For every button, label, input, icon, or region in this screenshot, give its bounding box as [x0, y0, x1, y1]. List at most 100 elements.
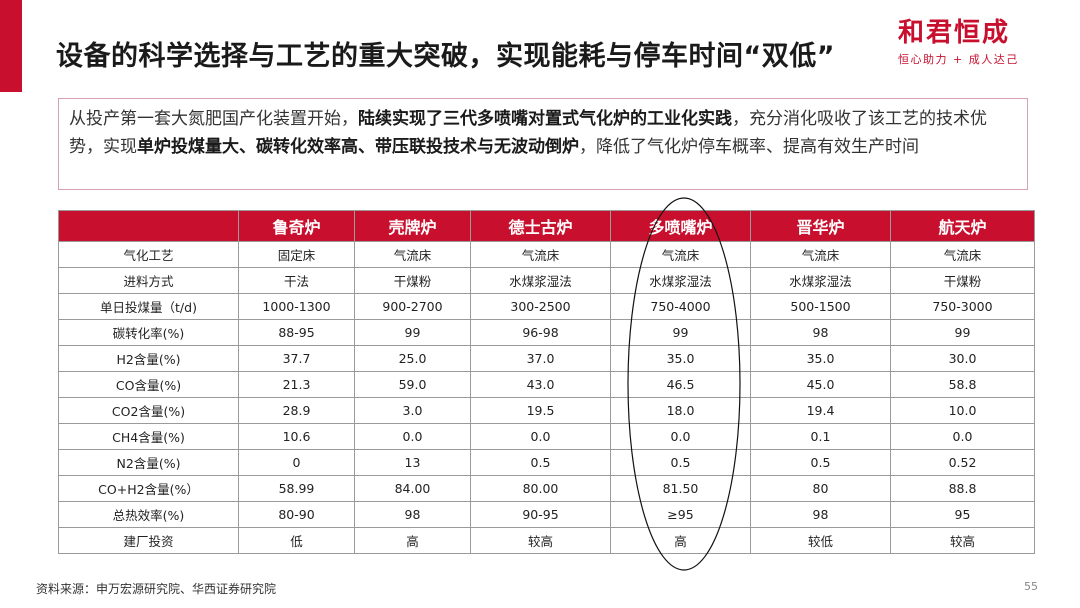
table-cell: 低 — [238, 527, 355, 554]
table-cell: 98 — [750, 501, 891, 528]
table-cell: 较低 — [750, 527, 891, 554]
row-label-cell: 气化工艺 — [58, 241, 239, 268]
table-cell: 900-2700 — [354, 293, 471, 320]
table-cell: 气流床 — [890, 241, 1035, 268]
table-cell: 99 — [610, 319, 751, 346]
table-cell: 0.0 — [610, 423, 751, 450]
table-cell: 98 — [354, 501, 471, 528]
table-cell: 19.4 — [750, 397, 891, 424]
page-number: 55 — [1024, 580, 1038, 593]
table-cell: 300-2500 — [470, 293, 611, 320]
brand-logo: 和君恒成 恒心助力 + 成人达己 — [898, 18, 1068, 72]
summary-text-3: ，降低了气化炉停车概率、提高有效生产时间 — [579, 137, 919, 157]
table-cell: 较高 — [470, 527, 611, 554]
table-cell: 0.5 — [610, 449, 751, 476]
table-cell: 90-95 — [470, 501, 611, 528]
table-cell: 35.0 — [750, 345, 891, 372]
row-label-cell: CO+H2含量(%） — [58, 475, 239, 502]
table-cell: 水煤浆湿法 — [610, 267, 751, 294]
table-cell: 较高 — [890, 527, 1035, 554]
table-cell: 500-1500 — [750, 293, 891, 320]
table-cell: 气流床 — [470, 241, 611, 268]
table-cell: 19.5 — [470, 397, 611, 424]
accent-bar — [0, 0, 22, 92]
table-cell: 水煤浆湿法 — [750, 267, 891, 294]
table-cell: 0.1 — [750, 423, 891, 450]
summary-highlight-1: 陆续实现了三代多喷嘴对置式气化炉的工业化实践 — [358, 109, 732, 129]
table-cell: 0.5 — [750, 449, 891, 476]
table-row: CO含量(%) 21.3 59.0 43.0 46.5 45.0 58.8 — [58, 371, 1035, 398]
table-cell: 99 — [354, 319, 471, 346]
table-cell: 干法 — [238, 267, 355, 294]
logo-tagline: 恒心助力 + 成人达己 — [898, 53, 1019, 66]
table-cell: 58.8 — [890, 371, 1035, 398]
table-header-cell: 航天炉 — [890, 210, 1035, 242]
summary-highlight-2: 单炉投煤量大、碳转化效率高、带压联投技术与无波动倒炉 — [137, 137, 579, 157]
table-cell: 37.7 — [238, 345, 355, 372]
table-row: 进料方式 干法 干煤粉 水煤浆湿法 水煤浆湿法 水煤浆湿法 干煤粉 — [58, 267, 1035, 294]
table-cell: 750-4000 — [610, 293, 751, 320]
table-cell: 95 — [890, 501, 1035, 528]
table-cell: ≥95 — [610, 501, 751, 528]
row-label-cell: N2含量(%) — [58, 449, 239, 476]
summary-box: 从投产第一套大氮肥国产化装置开始，陆续实现了三代多喷嘴对置式气化炉的工业化实践，… — [58, 98, 1028, 190]
table-header-cell — [58, 210, 239, 242]
table-cell: 37.0 — [470, 345, 611, 372]
table-row: 气化工艺 固定床 气流床 气流床 气流床 气流床 气流床 — [58, 241, 1035, 268]
table-cell: 0.0 — [470, 423, 611, 450]
row-label-cell: 建厂投资 — [58, 527, 239, 554]
table-cell: 高 — [354, 527, 471, 554]
table-cell: 固定床 — [238, 241, 355, 268]
table-cell: 99 — [890, 319, 1035, 346]
row-label-cell: CO含量(%) — [58, 371, 239, 398]
table-cell: 30.0 — [890, 345, 1035, 372]
table-cell: 25.0 — [354, 345, 471, 372]
source-note: 资料来源：申万宏源研究院、华西证券研究院 — [36, 582, 277, 596]
table-cell: 气流床 — [354, 241, 471, 268]
table-cell: 35.0 — [610, 345, 751, 372]
table-header-cell: 德士古炉 — [470, 210, 611, 242]
row-label-cell: 碳转化率(%) — [58, 319, 239, 346]
table-cell: 气流床 — [610, 241, 751, 268]
table-cell: 10.6 — [238, 423, 355, 450]
page-title: 设备的科学选择与工艺的重大突破，实现能耗与停车时间“双低” — [56, 41, 835, 72]
table-cell: 0.0 — [890, 423, 1035, 450]
table-row: CO+H2含量(%） 58.99 84.00 80.00 81.50 80 88.8 — [58, 475, 1035, 502]
table-cell: 10.0 — [890, 397, 1035, 424]
row-label-cell: 总热效率(%) — [58, 501, 239, 528]
logo-wordmark: 和君恒成 — [898, 18, 1011, 48]
table-cell: 750-3000 — [890, 293, 1035, 320]
table-cell: 0 — [238, 449, 355, 476]
table-cell: 干煤粉 — [890, 267, 1035, 294]
table-row: CH4含量(%) 10.6 0.0 0.0 0.0 0.1 0.0 — [58, 423, 1035, 450]
row-label-cell: H2含量(%) — [58, 345, 239, 372]
table-cell: 0.5 — [470, 449, 611, 476]
table-cell: 98 — [750, 319, 891, 346]
table-header-cell: 鲁奇炉 — [238, 210, 355, 242]
row-label-cell: CO2含量(%) — [58, 397, 239, 424]
summary-text-1: 从投产第一套大氮肥国产化装置开始， — [69, 109, 358, 129]
table-row: 总热效率(%) 80-90 98 90-95 ≥95 98 95 — [58, 501, 1035, 528]
table-cell: 96-98 — [470, 319, 611, 346]
table-cell: 13 — [354, 449, 471, 476]
table-cell: 45.0 — [750, 371, 891, 398]
table-cell: 80 — [750, 475, 891, 502]
table-cell: 88-95 — [238, 319, 355, 346]
table-cell: 88.8 — [890, 475, 1035, 502]
table-cell: 81.50 — [610, 475, 751, 502]
table-cell: 43.0 — [470, 371, 611, 398]
table-cell: 高 — [610, 527, 751, 554]
table-cell: 水煤浆湿法 — [470, 267, 611, 294]
table-cell: 0.52 — [890, 449, 1035, 476]
row-label-cell: 单日投煤量（t/d) — [58, 293, 239, 320]
table-cell: 80.00 — [470, 475, 611, 502]
table-row: N2含量(%) 0 13 0.5 0.5 0.5 0.52 — [58, 449, 1035, 476]
table-row: CO2含量(%) 28.9 3.0 19.5 18.0 19.4 10.0 — [58, 397, 1035, 424]
summary-text-2: ，充分消化吸收了该工艺的技术优势，实现 — [69, 109, 987, 157]
table-cell: 3.0 — [354, 397, 471, 424]
table-header-cell: 晋华炉 — [750, 210, 891, 242]
table-row: H2含量(%) 37.7 25.0 37.0 35.0 35.0 30.0 — [58, 345, 1035, 372]
table-cell: 21.3 — [238, 371, 355, 398]
table-cell: 气流床 — [750, 241, 891, 268]
table-header-cell: 壳牌炉 — [354, 210, 471, 242]
